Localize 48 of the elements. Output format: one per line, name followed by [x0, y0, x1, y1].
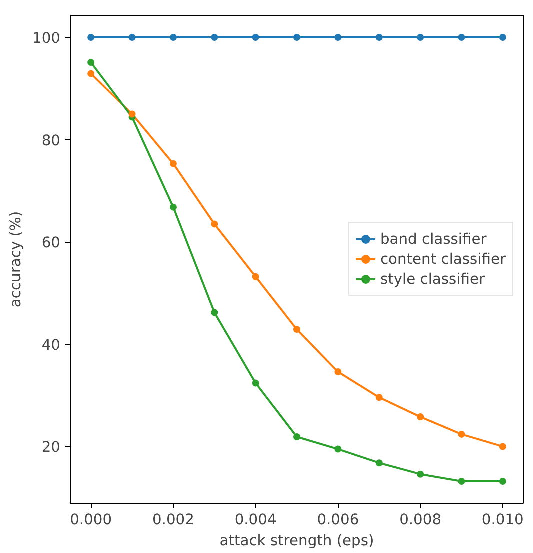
point: [458, 430, 466, 438]
point: [376, 394, 383, 402]
point: [128, 34, 136, 41]
point: [294, 434, 300, 440]
point: [294, 34, 300, 41]
point: [252, 34, 260, 41]
y-tick-label: 60: [42, 234, 61, 252]
point: [376, 460, 383, 467]
point: [211, 309, 218, 316]
point: [376, 34, 383, 41]
x-tick-label: 0.002: [152, 512, 194, 528]
point: [170, 204, 177, 211]
point: [88, 59, 95, 66]
x-tick-label: 0.004: [234, 512, 277, 528]
point: [458, 478, 466, 485]
point: [417, 414, 424, 421]
point: [252, 273, 260, 280]
y-tick-label: 100: [32, 30, 61, 47]
point: [88, 34, 95, 41]
legend-label: content classifier: [380, 250, 506, 268]
point: [499, 34, 506, 41]
legend-label: style classifier: [380, 270, 486, 288]
point: [417, 470, 424, 478]
x-axis-title: attack strength (eps): [220, 532, 374, 550]
x-tick-label: 0.006: [317, 512, 360, 528]
point: [211, 34, 218, 41]
point: [499, 443, 506, 450]
point: [417, 34, 424, 41]
y-axis-title: accuracy (%): [8, 211, 25, 308]
point: [334, 446, 342, 453]
point: [170, 160, 177, 168]
point: [294, 326, 300, 334]
point: [88, 70, 95, 78]
y-tick-label: 40: [42, 336, 61, 354]
x-tick-label: 0.010: [482, 512, 524, 528]
point: [499, 478, 506, 485]
x-tick-label: 0.000: [70, 512, 112, 528]
y-tick-label: 20: [42, 439, 61, 456]
point: [334, 34, 342, 41]
point: [170, 34, 177, 41]
point: [334, 368, 342, 376]
point: [252, 380, 260, 387]
point: [458, 34, 466, 41]
x-tick-label: 0.008: [400, 512, 442, 528]
point: [211, 220, 218, 228]
point: [128, 110, 136, 118]
y-tick-label: 80: [42, 132, 61, 150]
legend-label: band classifier: [380, 230, 487, 248]
